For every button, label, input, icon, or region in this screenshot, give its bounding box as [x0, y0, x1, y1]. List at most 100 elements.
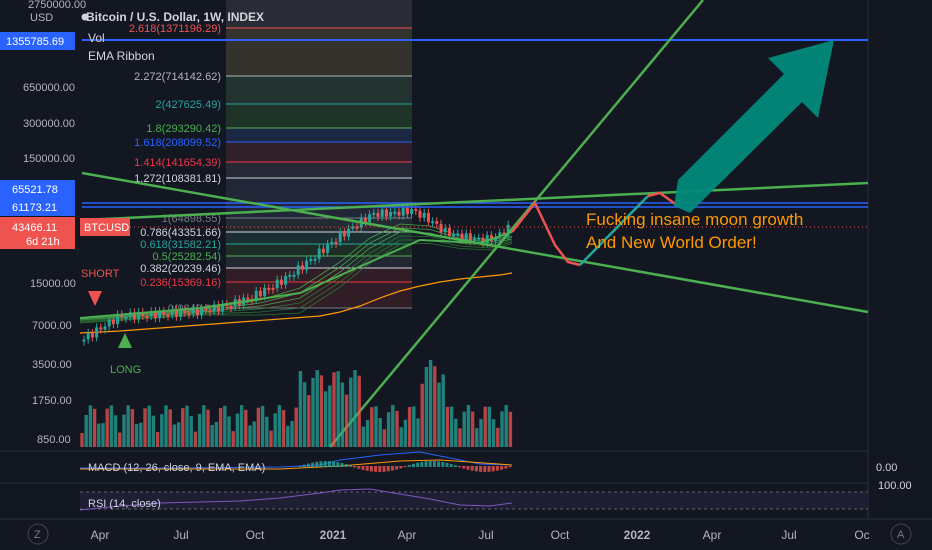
- candle-body: [82, 339, 86, 342]
- volume-bar: [483, 406, 487, 447]
- fib-extension[interactable]: 2.618(1371196.29) 2.272(714142.62) 2(42762…: [129, 0, 412, 315]
- badge-upper: [0, 180, 75, 198]
- candle-body: [506, 224, 510, 236]
- macd-hist-bar: [390, 466, 394, 471]
- annotation-text[interactable]: Fucking insane moon growth And New World…: [586, 210, 803, 252]
- volume-bar: [395, 410, 399, 447]
- candle-body: [498, 232, 502, 238]
- candle-body: [456, 233, 460, 236]
- volume-bar: [349, 377, 353, 447]
- time-axis-label: Apr: [398, 528, 417, 542]
- price-axis[interactable]: 2750000.00 USD 650000.00 300000.00 15000…: [23, 0, 86, 446]
- candle-body: [103, 326, 107, 330]
- volume-bar: [391, 405, 395, 447]
- time-axis[interactable]: Apr Jul Oct 2021 Apr Jul Oct 2022 Apr Jul Oc: [91, 528, 870, 542]
- volume-bar: [428, 360, 433, 447]
- svg-text:61173.21: 61173.21: [12, 202, 57, 214]
- macd-hist-bar: [411, 463, 415, 467]
- price-label: 150000.00: [23, 153, 75, 165]
- trend-lines[interactable]: [79, 0, 869, 448]
- volume-bar: [143, 408, 147, 447]
- macd-hist-bar: [437, 461, 441, 467]
- macd-pane[interactable]: MACD (12, 26, close, 9, EMA, EMA) 0.00: [80, 451, 897, 474]
- time-axis-label: Apr: [91, 528, 110, 542]
- symbol-title: Bitcoin / U.S. Dollar, 1W, INDEX: [86, 10, 264, 24]
- candle-body: [284, 275, 288, 285]
- macd-hist-bar: [399, 466, 403, 469]
- macd-hist-bar: [508, 466, 512, 468]
- short-label: SHORT: [81, 268, 120, 280]
- macd-hist-bar: [479, 466, 483, 472]
- svg-text:BTCUSD: BTCUSD: [84, 222, 129, 234]
- candlesticks: [82, 203, 510, 346]
- volume-bar: [378, 417, 382, 447]
- candle-body: [225, 304, 229, 307]
- volume-bar: [181, 408, 185, 447]
- candle-body: [208, 310, 212, 313]
- candle-body: [183, 309, 187, 313]
- candle-body: [137, 311, 141, 320]
- toolbar-bottom[interactable]: Z A: [27, 523, 912, 545]
- volume-bar: [399, 427, 403, 447]
- volume-bar: [139, 422, 143, 447]
- candle-body: [309, 258, 313, 261]
- candle-body: [200, 307, 204, 316]
- volume-bar: [134, 424, 139, 447]
- volume-bar: [92, 408, 97, 447]
- macd-hist-bar: [416, 462, 420, 467]
- candle-body: [221, 304, 225, 312]
- volume-bar: [185, 405, 189, 447]
- macd-hist-bar: [298, 466, 302, 467]
- volume-bar: [281, 410, 286, 447]
- vol-indicator-label[interactable]: Vol: [88, 31, 105, 45]
- candle-body: [468, 233, 472, 241]
- volume-bar: [420, 383, 424, 447]
- macd-hist-bar: [386, 466, 390, 472]
- rsi-pane[interactable]: RSI (14, close) 100.00: [79, 480, 912, 511]
- fib-level-label: 1.8(293290.42): [146, 123, 221, 135]
- zoom-icon[interactable]: [27, 523, 49, 545]
- candle-body: [132, 312, 136, 320]
- volume-bar: [500, 411, 504, 447]
- candle-body: [288, 274, 292, 277]
- badge-symbol: [80, 218, 130, 236]
- volume-bar: [88, 405, 93, 447]
- volume-bar: [244, 409, 248, 447]
- fib-level-label: 0.786(43351.66): [140, 227, 221, 239]
- volume-bar: [508, 411, 513, 447]
- volume-bar: [462, 411, 466, 447]
- candle-body: [187, 312, 191, 315]
- volume-bar: [466, 405, 471, 447]
- time-axis-label: Oct: [551, 528, 570, 542]
- volume-bar: [239, 405, 244, 447]
- fib-level-label: 1.414(141654.39): [134, 157, 221, 169]
- time-axis-label: 2021: [320, 528, 347, 542]
- macd-hist-bar: [458, 466, 462, 468]
- projection-path[interactable]: [511, 40, 834, 267]
- volume-bar: [126, 405, 130, 447]
- ema-indicator-label[interactable]: EMA Ribbon: [88, 49, 155, 63]
- macd-hist-bar: [407, 464, 411, 467]
- volume-bar: [294, 407, 298, 447]
- volume-bar: [252, 421, 256, 447]
- auto-scale-icon[interactable]: [890, 523, 912, 545]
- volume-bar: [424, 366, 429, 447]
- volume-bar: [214, 421, 219, 447]
- volume-bar: [365, 420, 370, 447]
- macd-hist-bar: [424, 461, 428, 467]
- candle-body: [397, 211, 401, 216]
- macd-hist-bar: [382, 466, 386, 472]
- macd-hist-bar: [302, 464, 306, 467]
- macd-hist-bar: [311, 462, 315, 467]
- rising-channel-line: [81, 181, 869, 222]
- candle-body: [384, 209, 388, 217]
- pane-separators: [0, 0, 932, 520]
- base-support-line: [79, 231, 513, 319]
- volume-bar: [340, 382, 345, 447]
- chart-header[interactable]: Bitcoin / U.S. Dollar, 1W, INDEX Vol EMA…: [81, 10, 265, 63]
- volume-bar: [231, 431, 235, 447]
- ema-orange-line: [79, 272, 513, 334]
- time-axis-label: Jul: [478, 528, 493, 542]
- candle-body: [166, 314, 170, 317]
